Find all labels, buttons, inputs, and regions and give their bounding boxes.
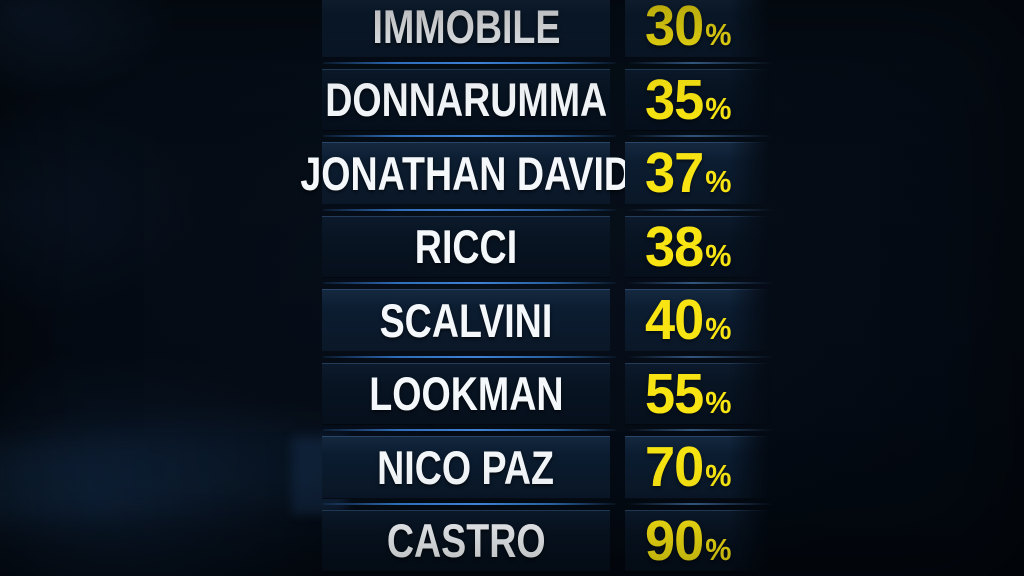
percentage-value: 38 bbox=[645, 214, 704, 279]
player-name-panel: JONATHAN DAVID bbox=[301, 142, 631, 205]
player-name: SCALVINI bbox=[379, 293, 553, 347]
player-name-panel: LOOKMAN bbox=[322, 362, 610, 425]
table-row: CASTRO 90 % bbox=[322, 504, 782, 576]
percentage-panel: 35 % bbox=[625, 67, 770, 133]
percentage-value: 70 bbox=[645, 435, 704, 500]
table-row: SCALVINI 40 % bbox=[322, 283, 782, 357]
percentage: 30 % bbox=[645, 0, 731, 59]
player-name: IMMOBILE bbox=[371, 0, 560, 53]
percentage-value: 40 bbox=[645, 288, 704, 353]
percentage-panel: 37 % bbox=[625, 140, 770, 206]
percentage-panel: 90 % bbox=[625, 508, 770, 574]
percentage-panel: 38 % bbox=[625, 214, 770, 280]
player-name-panel: DONNARUMMA bbox=[322, 68, 610, 131]
player-name-panel: SCALVINI bbox=[322, 289, 610, 352]
percent-sign: % bbox=[705, 17, 732, 53]
percentage-value: 37 bbox=[645, 141, 704, 206]
percentage: 38 % bbox=[645, 214, 731, 280]
table-row: IMMOBILE 30 % bbox=[322, 0, 782, 63]
player-name-panel: IMMOBILE bbox=[322, 0, 610, 58]
percentage-panel: 30 % bbox=[625, 0, 770, 58]
percent-sign: % bbox=[705, 164, 732, 200]
player-name-panel: NICO PAZ bbox=[322, 436, 610, 499]
percent-sign: % bbox=[705, 237, 732, 273]
player-name: LOOKMAN bbox=[368, 367, 564, 421]
percent-sign: % bbox=[705, 384, 732, 420]
table-row: LOOKMAN 55 % bbox=[322, 357, 782, 431]
player-name: CASTRO bbox=[386, 514, 546, 568]
table-row: NICO PAZ 70 % bbox=[322, 430, 782, 504]
table-row: RICCI 38 % bbox=[322, 210, 782, 284]
player-name: DONNARUMMA bbox=[325, 73, 607, 127]
percentage: 55 % bbox=[645, 361, 731, 427]
player-name: NICO PAZ bbox=[377, 440, 555, 494]
percentage-panel: 55 % bbox=[625, 361, 770, 427]
percentage-table: IMMOBILE 30 % DONNARUMMA 35 % JONATHAN D… bbox=[301, 0, 782, 576]
percent-sign: % bbox=[705, 90, 732, 126]
player-name: JONATHAN DAVID bbox=[300, 146, 632, 200]
percentage: 35 % bbox=[645, 67, 731, 133]
table-row: JONATHAN DAVID 37 % bbox=[301, 136, 782, 210]
percent-sign: % bbox=[705, 311, 732, 347]
percentage: 40 % bbox=[645, 287, 731, 353]
player-name: RICCI bbox=[414, 220, 518, 274]
percentage: 37 % bbox=[645, 140, 731, 206]
percentage: 90 % bbox=[645, 508, 731, 574]
percent-sign: % bbox=[705, 458, 732, 494]
percentage-panel: 70 % bbox=[625, 434, 770, 500]
percent-sign: % bbox=[705, 531, 732, 567]
percentage-panel: 40 % bbox=[625, 287, 770, 353]
percentage-value: 35 bbox=[645, 67, 704, 132]
percentage-value: 90 bbox=[645, 508, 704, 573]
percentage-value: 30 bbox=[645, 0, 704, 59]
player-name-panel: CASTRO bbox=[322, 509, 610, 572]
percentage: 70 % bbox=[645, 434, 731, 500]
table-row: DONNARUMMA 35 % bbox=[322, 63, 782, 137]
player-name-panel: RICCI bbox=[322, 215, 610, 278]
percentage-value: 55 bbox=[645, 361, 704, 426]
